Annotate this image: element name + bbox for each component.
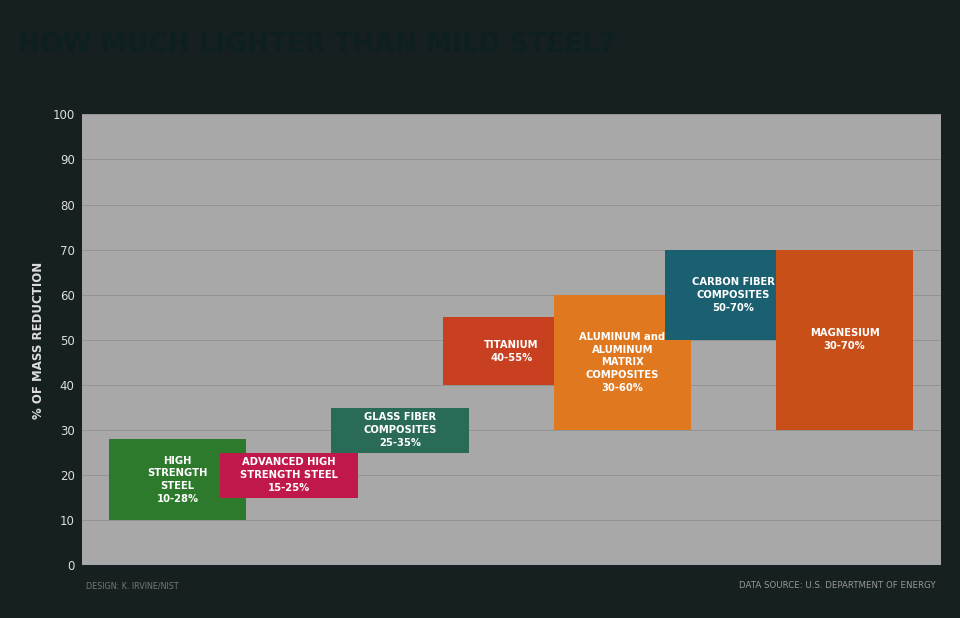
Bar — [443, 317, 580, 385]
Bar — [665, 250, 803, 340]
Bar — [220, 452, 357, 498]
Text: CARBON FIBER
COMPOSITES
50-70%: CARBON FIBER COMPOSITES 50-70% — [692, 277, 775, 313]
Text: ADVANCED HIGH
STRENGTH STEEL
15-25%: ADVANCED HIGH STRENGTH STEEL 15-25% — [240, 457, 338, 493]
Bar — [331, 408, 468, 452]
Bar — [776, 250, 913, 430]
Text: DESIGN: K. IRVINE/NIST: DESIGN: K. IRVINE/NIST — [86, 581, 179, 590]
Bar — [554, 295, 691, 430]
Text: ALUMINUM and
ALUMINUM
MATRIX
COMPOSITES
30-60%: ALUMINUM and ALUMINUM MATRIX COMPOSITES … — [579, 332, 665, 393]
Text: GLASS FIBER
COMPOSITES
25-35%: GLASS FIBER COMPOSITES 25-35% — [363, 412, 437, 448]
Text: HOW MUCH LIGHTER THAN MILD STEEL?: HOW MUCH LIGHTER THAN MILD STEEL? — [17, 32, 614, 58]
Bar — [109, 439, 247, 520]
Y-axis label: % OF MASS REDUCTION: % OF MASS REDUCTION — [33, 261, 45, 418]
Text: MAGNESIUM
30-70%: MAGNESIUM 30-70% — [810, 329, 879, 351]
Text: TITANIUM
40-55%: TITANIUM 40-55% — [484, 340, 539, 363]
Text: DATA SOURCE: U.S. DEPARTMENT OF ENERGY: DATA SOURCE: U.S. DEPARTMENT OF ENERGY — [739, 581, 936, 590]
Text: HIGH
STRENGTH
STEEL
10-28%: HIGH STRENGTH STEEL 10-28% — [148, 455, 208, 504]
